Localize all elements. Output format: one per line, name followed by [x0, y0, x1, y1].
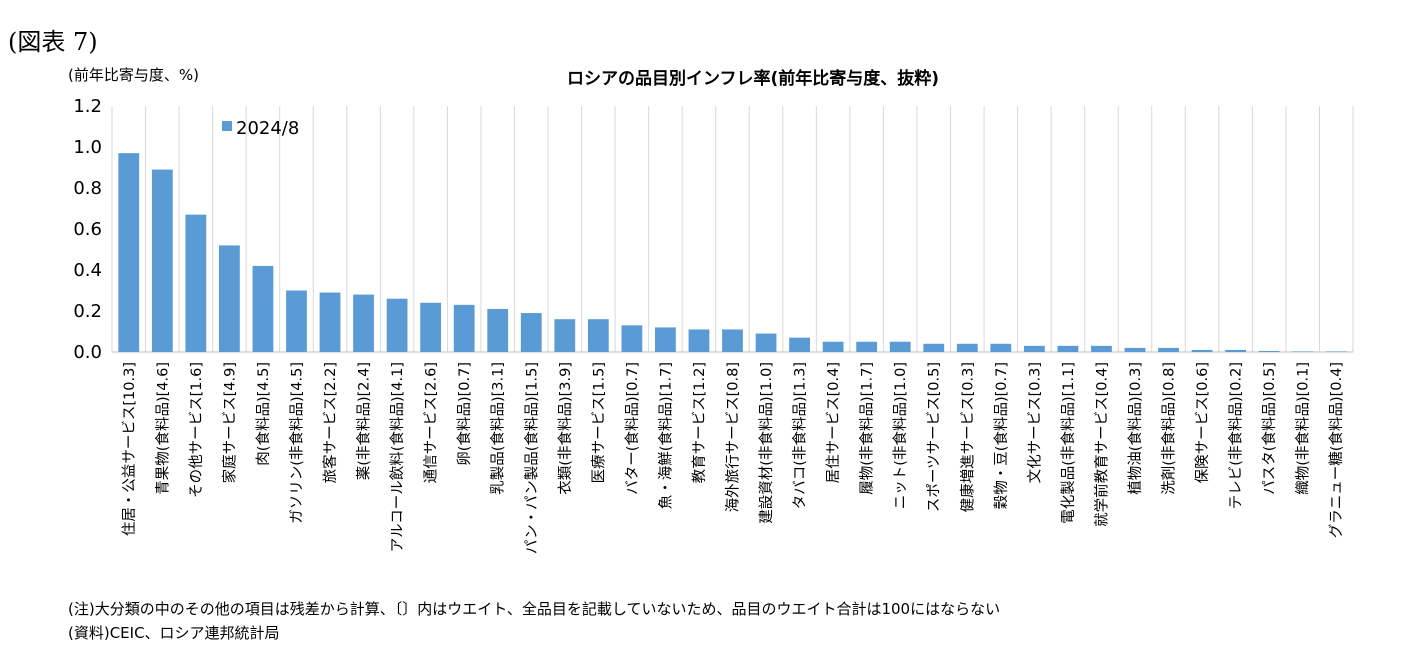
chart-title: ロシアの品目別インフレ率(前年比寄与度、抜粋) — [566, 69, 940, 89]
x-tick-label: 卵(食料品)[0.7] — [456, 362, 473, 466]
bar — [520, 313, 542, 352]
bar — [889, 341, 911, 352]
bar — [688, 329, 710, 352]
bar — [822, 341, 844, 352]
x-tick-label: ガソリン(非食料品)[4.5] — [288, 362, 305, 524]
x-tick-label: 医療サービス[1.5] — [590, 362, 607, 483]
bar — [386, 298, 408, 352]
x-tick-label: 保険サービス[0.6] — [1194, 362, 1211, 483]
x-tick-label: タバコ(非食料品)[1.3] — [792, 362, 809, 509]
y-tick-label: 1.0 — [73, 137, 102, 158]
bar — [1225, 349, 1247, 352]
x-tick-label: 魚・海鮮(食料品)[1.7] — [657, 362, 674, 509]
bar — [1158, 347, 1179, 352]
bar — [420, 302, 442, 352]
x-tick-label: 就学前教育サービス[0.4] — [1093, 362, 1110, 527]
x-tick-label: パスタ(食料品)[0.5] — [1261, 362, 1278, 495]
bar — [1091, 345, 1112, 352]
bar — [218, 245, 240, 352]
y-tick-label: 1.2 — [73, 96, 102, 117]
x-tick-label: 教育サービス[1.2] — [691, 362, 708, 483]
figure-label: (図表 7) — [8, 28, 98, 56]
bar — [789, 337, 810, 352]
bar — [655, 327, 676, 352]
bar — [286, 290, 307, 352]
bar — [587, 319, 609, 352]
x-tick-label: 乳製品(食料品)[3.1] — [490, 362, 507, 495]
bar — [151, 169, 173, 352]
footnote: (注)大分類の中のその他の項目は残差から計算、〔〕内はウエイト、全品目を記載して… — [68, 600, 1001, 618]
bar — [1325, 351, 1347, 352]
y-tick-label: 0.4 — [73, 260, 102, 281]
x-tick-label: 海外旅行サービス[0.8] — [725, 362, 742, 512]
x-tick-label: スポーツサービス[0.5] — [926, 362, 943, 512]
bar — [1057, 345, 1079, 352]
x-tick-label: グラニュー糖(食料品)[0.4] — [1328, 362, 1345, 538]
y-axis-unit-label: (前年比寄与度、%) — [68, 66, 199, 84]
x-tick-label: 植物油(食料品)[0.3] — [1127, 362, 1144, 495]
x-tick-label: 電化製品(非食料品)[1.1] — [1060, 362, 1077, 524]
x-tick-label: 建設資材(非食料品)[1.0] — [758, 362, 775, 524]
x-tick-label: 洗剤(非食料品)[0.8] — [1161, 362, 1178, 495]
x-tick-label: 文化サービス[0.3] — [1026, 362, 1043, 483]
bar — [353, 294, 374, 352]
x-tick-label: 住居・公益サービス[10.3] — [121, 362, 138, 536]
source-note: (資料)CEIC、ロシア連邦統計局 — [68, 624, 280, 642]
x-tick-label: アルコール飲料(食料品)[4.1] — [389, 362, 406, 552]
bar — [1124, 347, 1146, 352]
bar — [319, 292, 341, 352]
bar — [453, 304, 475, 352]
bar — [185, 214, 207, 352]
x-tick-label: バター(食料品)[0.7] — [624, 362, 641, 495]
bar — [118, 153, 140, 352]
y-tick-label: 0.2 — [73, 301, 102, 322]
x-tick-label: 衣類(非食料品)[3.9] — [557, 362, 574, 495]
x-tick-label: 穀物・豆(食料品)[0.7] — [993, 362, 1010, 509]
y-tick-label: 0.0 — [73, 342, 102, 363]
bar — [755, 333, 777, 352]
bar — [923, 343, 945, 352]
bar — [1023, 345, 1045, 352]
bar-chart: 0.0 0.2 0.4 0.6 0.8 1.0 1.2 住居・公益サービス[10.3] 青果物(… — [73, 96, 1354, 554]
x-tick-label: 薬(非食料品)[2.4] — [356, 362, 373, 480]
x-tick-label: 居住サービス[0.4] — [825, 362, 842, 483]
bar — [621, 325, 643, 352]
bar — [722, 329, 743, 352]
x-tick-label: 健康増進サービス[0.3] — [959, 362, 976, 512]
bar — [1258, 350, 1280, 352]
x-tick-label: テレビ(非食料品)[0.2] — [1228, 362, 1245, 509]
bar — [487, 308, 509, 352]
bar — [956, 343, 978, 352]
bar — [554, 319, 576, 352]
x-tick-label: 肉(食料品)[4.5] — [255, 362, 272, 466]
x-tick-label: 織物(非食料品)[0.1] — [1295, 362, 1312, 495]
x-tick-label: 旅客サービス[2.2] — [322, 362, 339, 483]
bar — [1292, 351, 1314, 352]
bar — [990, 343, 1012, 352]
x-tick-label: 通信サービス[2.6] — [423, 362, 440, 483]
x-tick-label: その他サービス[1.6] — [188, 362, 205, 498]
y-tick-label: 0.8 — [73, 178, 102, 199]
bar — [1191, 349, 1213, 352]
legend-swatch — [222, 121, 232, 131]
x-tick-label: ニット(非食料品)[1.0] — [892, 362, 909, 509]
x-tick-label: 家庭サービス[4.9] — [221, 362, 238, 483]
legend-label: 2024/8 — [236, 118, 299, 139]
bar — [252, 265, 274, 352]
y-tick-label: 0.6 — [73, 219, 102, 240]
bar — [856, 341, 878, 352]
x-tick-label: パン・パン製品(食料品)[1.5] — [523, 362, 540, 554]
x-tick-label: 履物(非食料品)[1.7] — [859, 362, 876, 495]
x-tick-label: 青果物(食料品)[4.6] — [154, 362, 171, 495]
